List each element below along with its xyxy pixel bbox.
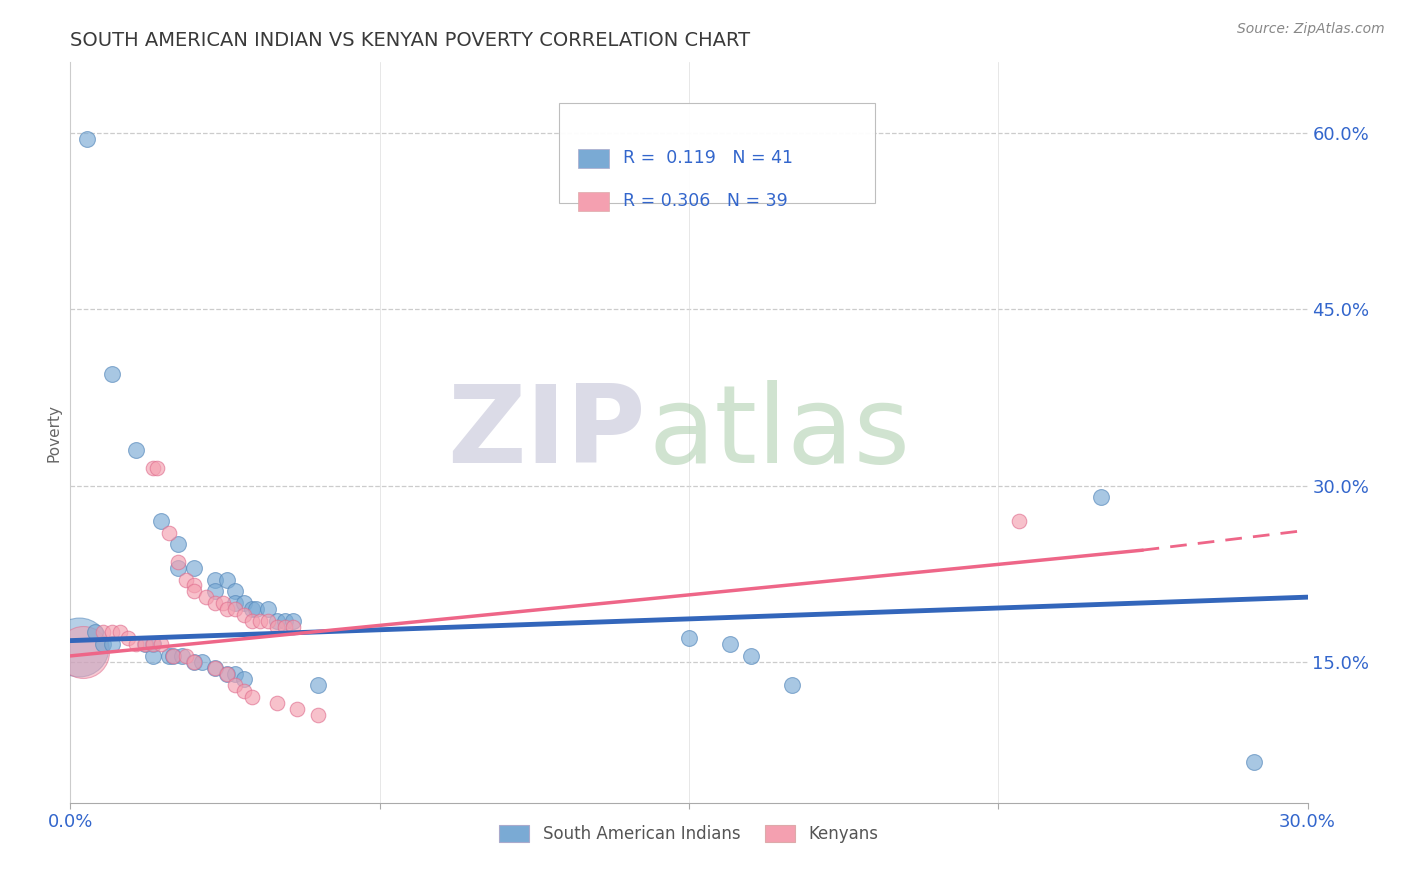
Point (232, 684, 254, 698)
Text: R =  0.119   N = 41: R = 0.119 N = 41 (623, 149, 793, 168)
Point (183, 655, 205, 669)
Bar (578, 192, 609, 211)
Point (125, 637, 148, 651)
Point (100, 367, 122, 381)
Point (266, 619, 288, 633)
Point (245, 602, 267, 616)
Point (224, 584, 246, 599)
Point (108, 625, 131, 640)
Point (285, 702, 308, 716)
Point (183, 561, 205, 575)
Point (215, 666, 238, 681)
Point (174, 573, 197, 587)
Point (212, 596, 235, 610)
Point (240, 614, 263, 628)
Point (76, 132, 98, 146)
Point (215, 666, 238, 681)
Point (183, 578, 205, 592)
Point (91, 637, 114, 651)
Point (224, 596, 246, 610)
Point (174, 648, 197, 663)
Point (281, 619, 304, 633)
Point (142, 648, 165, 663)
Point (170, 648, 193, 663)
Point (162, 648, 184, 663)
Point (1243, 755, 1265, 769)
Point (125, 443, 148, 458)
Point (249, 614, 271, 628)
Point (224, 678, 246, 692)
Text: R = 0.306   N = 39: R = 0.306 N = 39 (623, 193, 789, 211)
Point (215, 602, 238, 616)
Point (204, 660, 226, 674)
Point (240, 690, 263, 704)
Point (740, 648, 762, 663)
Text: atlas: atlas (648, 380, 910, 485)
Point (232, 596, 254, 610)
Text: SOUTH AMERICAN INDIAN VS KENYAN POVERTY CORRELATION CHART: SOUTH AMERICAN INDIAN VS KENYAN POVERTY … (70, 30, 751, 50)
Point (142, 461, 165, 475)
Point (204, 573, 226, 587)
Point (274, 614, 297, 628)
Point (67, 640, 90, 654)
Point (142, 637, 165, 651)
Point (134, 637, 156, 651)
Point (257, 614, 280, 628)
Point (281, 614, 304, 628)
Point (1090, 490, 1112, 504)
Point (91, 625, 114, 640)
Point (274, 619, 297, 633)
FancyBboxPatch shape (560, 103, 875, 203)
Point (195, 590, 218, 604)
Point (1008, 514, 1031, 528)
Point (224, 666, 246, 681)
Legend: South American Indians, Kenyans: South American Indians, Kenyans (492, 819, 886, 850)
Point (257, 602, 280, 616)
Point (166, 561, 188, 575)
Point (166, 555, 188, 569)
Text: ZIP: ZIP (447, 380, 645, 485)
Point (117, 632, 139, 646)
Point (232, 607, 254, 622)
Point (100, 637, 122, 651)
Point (224, 602, 246, 616)
Point (183, 655, 205, 669)
Point (84, 625, 107, 640)
Point (100, 625, 122, 640)
Point (134, 637, 156, 651)
Point (204, 596, 226, 610)
Point (204, 660, 226, 674)
Point (266, 696, 288, 710)
Point (204, 584, 226, 599)
Point (146, 461, 169, 475)
Point (150, 514, 173, 528)
Point (307, 707, 329, 722)
Point (142, 637, 165, 651)
Point (183, 584, 205, 599)
Point (780, 678, 803, 692)
Point (718, 637, 741, 651)
Text: Source: ZipAtlas.com: Source: ZipAtlas.com (1237, 22, 1385, 37)
Point (162, 648, 184, 663)
Point (157, 525, 180, 540)
Point (307, 678, 329, 692)
Point (266, 614, 288, 628)
Point (232, 673, 254, 687)
Point (191, 655, 214, 669)
Bar (578, 149, 609, 168)
Point (150, 637, 173, 651)
Point (240, 602, 263, 616)
Point (678, 632, 700, 646)
Point (166, 537, 188, 551)
Point (157, 648, 180, 663)
Point (215, 573, 238, 587)
Point (72, 645, 94, 659)
Y-axis label: Poverty: Poverty (46, 403, 62, 462)
